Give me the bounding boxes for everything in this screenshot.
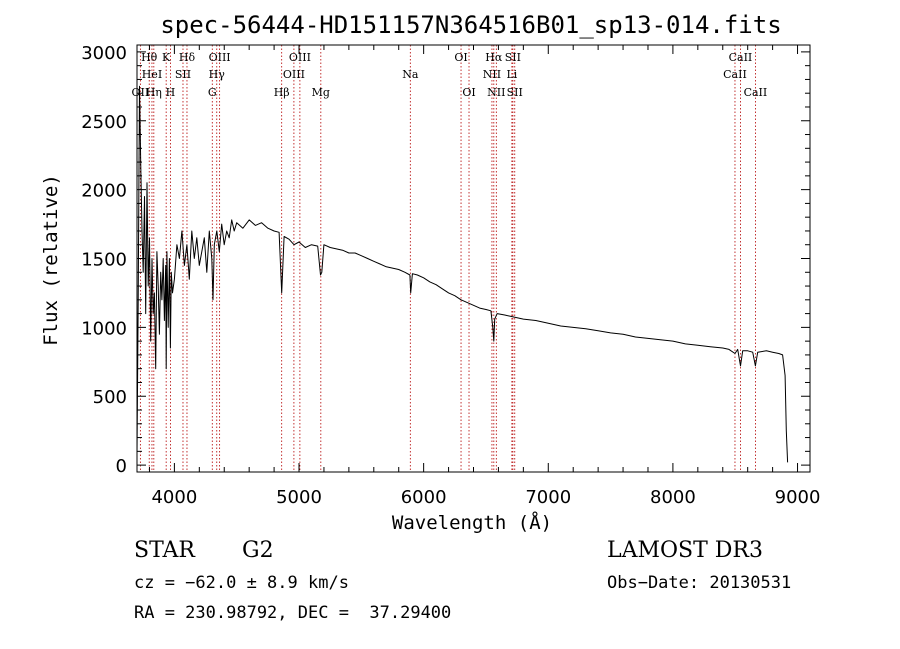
- line-label-15: Na: [402, 68, 419, 81]
- y-tick-label-1000: 1000: [81, 318, 127, 339]
- line-label-20: NII: [483, 68, 501, 81]
- line-label-18: Hα: [485, 51, 503, 64]
- line-labels: OII Hθ HeI Hη K SII H Hδ OIII Hγ G Hβ OIII OIII Mg Na OI…: [132, 51, 768, 99]
- line-label-11: Hβ: [274, 86, 290, 99]
- line-label-2: HeI: [142, 68, 162, 81]
- y-tick-label-1500: 1500: [81, 250, 127, 271]
- line-label-9: Hγ: [209, 68, 226, 81]
- line-label-7: Hδ: [179, 51, 196, 64]
- line-label-5: SII: [175, 68, 191, 81]
- y-axis-label: Flux (relative): [40, 174, 62, 346]
- line-label-26: CaII: [744, 86, 768, 99]
- spectral-subclass: G2: [242, 538, 274, 563]
- line-label-10: G: [208, 86, 217, 99]
- y-tick-label-500: 500: [93, 387, 127, 408]
- x-tick-label-6000: 6000: [401, 487, 447, 508]
- y-tick-label-2000: 2000: [81, 181, 127, 202]
- x-tick-label-7000: 7000: [525, 487, 571, 508]
- line-label-22: NII: [487, 86, 505, 99]
- y-tick-label-3000: 3000: [81, 43, 127, 64]
- survey-name: LAMOST DR3: [607, 538, 763, 563]
- line-label-0: OII: [132, 86, 150, 99]
- chart-title: spec-56444-HD151157N364516B01_sp13-014.f…: [160, 11, 781, 39]
- line-label-4: K: [162, 51, 171, 64]
- plot-frame: [136, 44, 811, 473]
- line-label-1: Hθ: [141, 51, 158, 64]
- line-label-14: Mg: [312, 86, 330, 99]
- line-label-19: SII: [505, 51, 521, 64]
- y-tick-label-0: 0: [116, 456, 127, 477]
- y-tick-label-2500: 2500: [81, 112, 127, 133]
- line-label-21: Li: [506, 68, 517, 81]
- redshift-readout: cz = −62.0 ± 8.9 km/s: [134, 573, 349, 593]
- line-label-25: CaII: [723, 68, 747, 81]
- series-line-spectrum: [136, 85, 789, 463]
- line-label-16: OI: [454, 51, 467, 64]
- x-tick-label-9000: 9000: [775, 487, 821, 508]
- axes: 4000 5000 6000 7000 8000 9000 0 500 1000 1500 2000…: [81, 43, 820, 508]
- line-label-23: SII: [507, 86, 523, 99]
- object-class: STAR: [134, 538, 195, 563]
- coordinates: RA = 230.98792, DEC = 37.29400: [134, 603, 452, 623]
- line-label-6: H: [166, 86, 176, 99]
- line-label-12: OIII: [289, 51, 311, 64]
- obs-date: Obs−Date: 20130531: [607, 573, 792, 593]
- x-tick-label-5000: 5000: [276, 487, 322, 508]
- line-label-3: Hη: [146, 86, 162, 99]
- x-axis-label: Wavelength (Å): [392, 511, 552, 534]
- spectrum-series: [136, 85, 789, 463]
- emission-line-markers: [139, 45, 756, 472]
- x-tick-label-4000: 4000: [151, 487, 197, 508]
- line-label-13: OIII: [283, 68, 305, 81]
- line-label-17: OI: [462, 86, 475, 99]
- x-tick-label-8000: 8000: [650, 487, 696, 508]
- line-label-24: CaII: [729, 51, 753, 64]
- line-label-8: OIII: [209, 51, 231, 64]
